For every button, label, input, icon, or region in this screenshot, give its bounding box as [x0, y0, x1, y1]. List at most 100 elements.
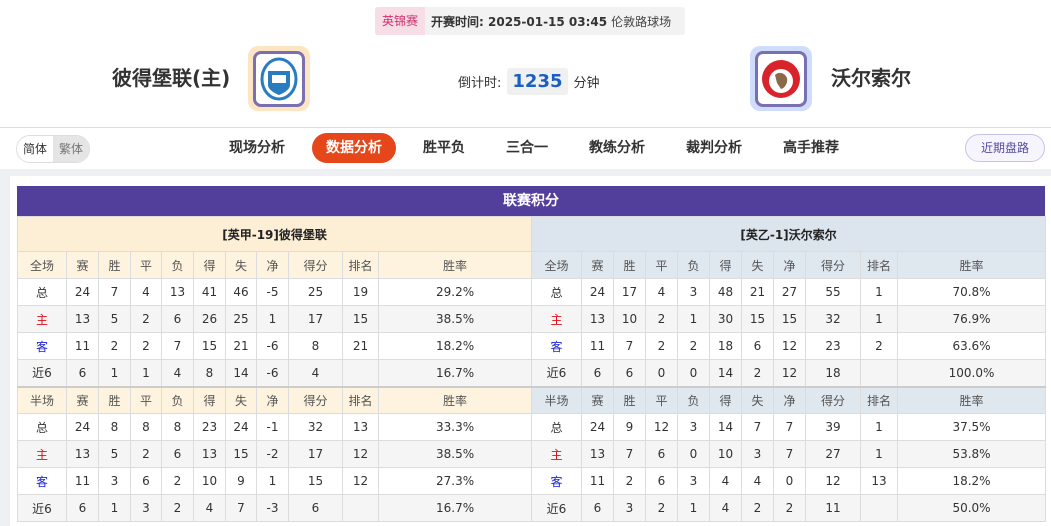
table-cell: 11 [581, 467, 614, 495]
column-header: 净 [256, 385, 289, 414]
table-cell: 0 [677, 440, 710, 468]
table-cell: 1 [860, 413, 898, 441]
column-header: 排名 [860, 251, 898, 279]
table-cell: 55 [805, 278, 861, 306]
table-cell: 70.8% [896, 278, 1047, 306]
table-cell: 13 [581, 440, 614, 468]
table-cell: 30 [709, 305, 742, 333]
recent-odds-button[interactable]: 近期盘路 [964, 134, 1045, 162]
table-cell: 11 [581, 332, 614, 360]
away-team-logo[interactable] [750, 46, 812, 111]
table-cell: 6 [613, 359, 646, 387]
table-cell: 26 [193, 305, 226, 333]
table-cell: 21 [225, 332, 257, 360]
lang-traditional[interactable]: 繁体 [53, 136, 90, 162]
table-cell: 50.0% [896, 494, 1047, 522]
table-row: 总 24 8 8 8 23 24 -1 32 13 33.3% [17, 413, 533, 441]
table-cell: 27 [805, 440, 861, 468]
table-cell: 24 [225, 413, 257, 441]
table-cell: 15 [288, 467, 343, 495]
table-cell: 15 [773, 305, 806, 333]
table-cell [342, 494, 379, 522]
table-cell: 14 [709, 359, 742, 387]
home-team-logo[interactable] [248, 46, 310, 111]
table-cell: 21 [342, 332, 379, 360]
table-row: 总 24 9 12 3 14 7 7 39 1 37.5% [531, 413, 1047, 441]
table-cell: 3 [741, 440, 774, 468]
table-cell: 24 [66, 413, 99, 441]
column-header: 失 [225, 385, 257, 414]
table-cell: 27 [773, 278, 806, 306]
column-header-row: 全场赛胜平负得失净得分 排名 胜率 [17, 251, 533, 279]
table-cell: 13 [161, 278, 194, 306]
table-cell: 2 [130, 305, 162, 333]
table-cell: 32 [288, 413, 343, 441]
column-header: 赛 [66, 385, 99, 414]
language-toggle[interactable]: 简体 繁体 [16, 135, 91, 163]
table-cell: 0 [677, 359, 710, 387]
tab-6[interactable]: 高手推荐 [783, 140, 839, 156]
table-row: 主 13 5 2 6 13 15 -2 17 12 38.5% [17, 440, 533, 468]
tab-1[interactable]: 数据分析 [312, 133, 396, 163]
table-cell: 11 [805, 494, 861, 522]
table-cell: 13 [342, 413, 379, 441]
table-cell: 48 [709, 278, 742, 306]
table-cell: 2 [161, 467, 194, 495]
table-cell: 3 [613, 494, 646, 522]
table-cell: 10 [709, 440, 742, 468]
away-standings-table: [英乙-1]沃尔索尔 全场赛胜平负得失净得分 排名 胜率总 24 17 4 3 48 21 27 55… [530, 216, 1047, 522]
table-cell: 6 [161, 440, 194, 468]
table-cell: 4 [130, 278, 162, 306]
home-team-name[interactable]: 彼得堡联(主) [112, 66, 231, 90]
table-cell: 38.5% [377, 305, 533, 333]
table-cell: 46 [225, 278, 257, 306]
table-row: 客 11 2 6 3 4 4 0 12 13 18.2% [531, 467, 1047, 495]
table-cell: 1 [256, 305, 289, 333]
table-cell: 25 [288, 278, 343, 306]
table-cell: 2 [613, 467, 646, 495]
table-cell: 4 [741, 467, 774, 495]
table-cell: 4 [645, 278, 678, 306]
row-label: 客 [531, 467, 582, 495]
table-cell: 38.5% [377, 440, 533, 468]
table-cell: 12 [645, 413, 678, 441]
table-cell: 23 [193, 413, 226, 441]
column-header: 净 [773, 251, 806, 279]
row-label: 主 [531, 440, 582, 468]
team-standings-header: [英甲-19]彼得堡联 [16, 216, 533, 252]
column-header: 赛 [581, 385, 614, 414]
tab-2[interactable]: 胜平负 [423, 140, 465, 156]
table-row: 主 13 10 2 1 30 15 15 32 1 76.9% [531, 305, 1047, 333]
column-header: 赛 [581, 251, 614, 279]
tab-4[interactable]: 教练分析 [589, 140, 645, 156]
table-cell: 2 [645, 305, 678, 333]
table-cell: 1 [860, 305, 898, 333]
table-cell: 2 [645, 494, 678, 522]
table-cell: 9 [613, 413, 646, 441]
league-badge[interactable]: 英锦赛 [375, 7, 426, 35]
column-header: 平 [645, 385, 678, 414]
table-cell: 53.8% [896, 440, 1047, 468]
away-team-name[interactable]: 沃尔索尔 [831, 66, 911, 90]
table-cell: 1 [98, 494, 131, 522]
table-row: 主 13 5 2 6 26 25 1 17 15 38.5% [17, 305, 533, 333]
tab-3[interactable]: 三合一 [506, 140, 548, 156]
table-cell [860, 359, 898, 387]
table-cell: 16.7% [377, 359, 533, 387]
row-label: 主 [17, 440, 67, 468]
table-cell: 33.3% [377, 413, 533, 441]
row-label: 主 [531, 305, 582, 333]
table-cell: 2 [860, 332, 898, 360]
column-header-row: 半场赛胜平负得失净得分 排名 胜率 [17, 385, 533, 414]
venue: 伦敦路球场 [611, 14, 672, 29]
table-cell: 3 [130, 494, 162, 522]
tab-0[interactable]: 现场分析 [229, 140, 285, 156]
tab-5[interactable]: 裁判分析 [686, 140, 742, 156]
lang-simplified[interactable]: 简体 [17, 136, 54, 162]
row-label: 总 [17, 278, 67, 306]
table-cell: 0 [645, 359, 678, 387]
table-cell: 1 [677, 494, 710, 522]
table-row: 总 24 17 4 3 48 21 27 55 1 70.8% [531, 278, 1047, 306]
column-header: 得分 [288, 385, 343, 414]
table-cell: 13 [860, 467, 898, 495]
